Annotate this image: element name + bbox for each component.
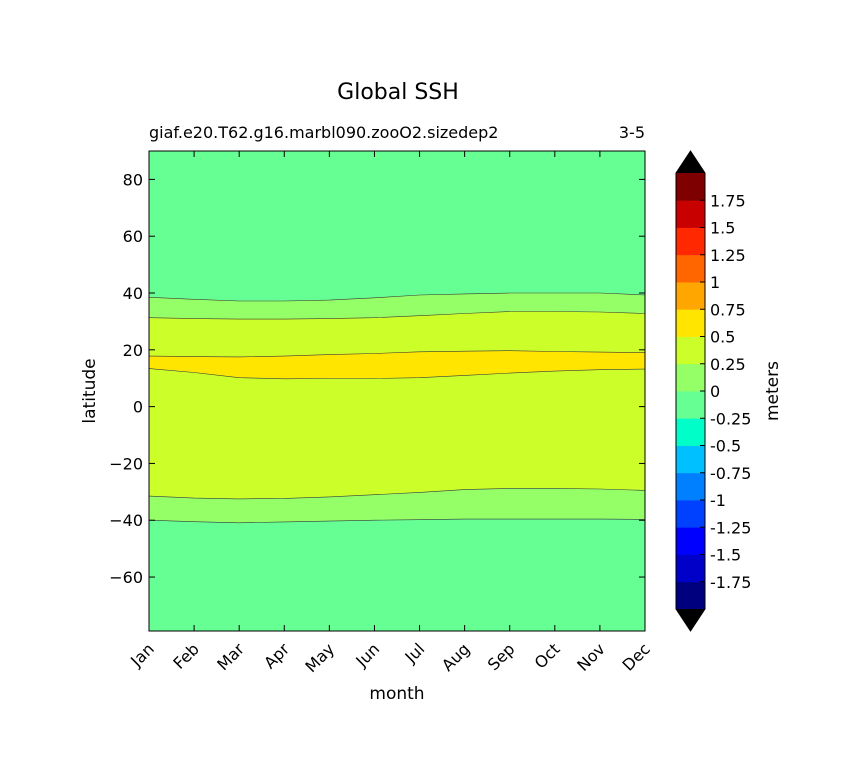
colorbar: -1.75 -1.5 -1.25 -1 -0.75 -0.5 -0.25 0 0.25 0.5 0.… <box>675 150 751 632</box>
colorbar-segment <box>676 282 705 310</box>
colorbar-segment <box>676 391 705 419</box>
run-name-label: giaf.e20.T62.g16.marbl090.zooO2.sizedep2 <box>149 123 498 142</box>
colorbar-tick-label: -1.5 <box>710 546 741 565</box>
contour-line-b6 <box>148 518 646 524</box>
contour-line-b5 <box>148 488 646 500</box>
colorbar-tick-label: -0.25 <box>710 409 751 428</box>
x-tick-label: Oct <box>531 639 564 672</box>
colorbar-extend-high <box>676 151 705 173</box>
colorbar-segment <box>676 336 705 365</box>
colorbar-segment <box>676 500 705 528</box>
y-axis: 80 60 40 20 0 −20 −40 −60 <box>109 170 645 587</box>
x-axis-label: month <box>369 684 424 704</box>
colorbar-tick-label: 1.5 <box>710 219 735 238</box>
colorbar-tick-label: -1 <box>710 491 726 510</box>
contour-line-b2 <box>148 311 646 320</box>
colorbar-tick-label: -1.25 <box>710 518 751 537</box>
colorbar-segment <box>676 472 705 501</box>
colorbar-tick-label: -1.75 <box>710 573 751 592</box>
colorbar-tick-label: 1 <box>710 273 720 292</box>
colorbar-segment <box>676 309 705 337</box>
x-tick-label: May <box>301 639 338 676</box>
y-tick-label: −40 <box>109 511 143 530</box>
colorbar-segment <box>676 527 705 555</box>
colorbar-tick-label: 0.5 <box>710 328 735 347</box>
colorbar-tick-label: -0.75 <box>710 464 751 483</box>
colorbar-segment <box>676 554 705 583</box>
colorbar-tick-label: 0.75 <box>710 300 746 319</box>
colorbar-extend-low <box>676 609 705 631</box>
x-tick-label: Jun <box>351 639 383 671</box>
y-tick-label: 60 <box>123 227 143 246</box>
colorbar-segment <box>676 173 705 201</box>
contour-band-7 <box>148 518 646 632</box>
colorbar-label: meters <box>763 361 783 421</box>
colorbar-outline <box>675 150 706 632</box>
colorbar-segment <box>676 227 705 256</box>
colorbar-segment <box>676 581 705 610</box>
x-tick-label: Jan <box>126 639 158 671</box>
x-tick-label: Jul <box>401 639 429 667</box>
colorbar-segment <box>676 445 705 474</box>
y-tick-label: 0 <box>133 398 143 417</box>
x-tick-label: Aug <box>438 639 474 675</box>
chart-title: Global SSH <box>337 80 459 105</box>
y-tick-label: −20 <box>109 454 143 473</box>
colorbar-segment <box>676 363 705 392</box>
colorbar-tick-label: 1.75 <box>710 191 746 210</box>
contour-band-1 <box>148 150 646 302</box>
colorbar-segment <box>676 200 705 228</box>
y-tick-label: 40 <box>123 284 143 303</box>
x-tick-label: Feb <box>169 639 202 672</box>
x-tick-label: Dec <box>618 639 653 674</box>
x-tick-label: Mar <box>213 639 248 674</box>
colorbar-segment <box>676 418 705 446</box>
plot-area <box>148 150 646 632</box>
x-tick-label: Nov <box>573 639 609 675</box>
year-range-label: 3-5 <box>619 123 645 142</box>
colorbar-tick-label: 0.25 <box>710 355 746 374</box>
colorbar-tick-label: 0 <box>710 382 720 401</box>
y-tick-label: −60 <box>109 568 143 587</box>
y-tick-label: 80 <box>123 170 143 189</box>
y-tick-label: 20 <box>123 341 143 360</box>
colorbar-tick-label: -0.5 <box>710 437 741 456</box>
x-tick-label: Sep <box>484 639 519 674</box>
contour-line-b3 <box>148 350 646 358</box>
contour-line-b4 <box>148 368 646 380</box>
x-tick-label: Apr <box>260 639 293 672</box>
contour-line-b1 <box>148 292 646 302</box>
colorbar-tick-label: 1.25 <box>710 246 746 265</box>
colorbar-segment <box>676 254 705 283</box>
y-axis-label: latitude <box>80 358 100 423</box>
plot-frame <box>148 150 646 632</box>
contour-band-5 <box>148 368 646 500</box>
